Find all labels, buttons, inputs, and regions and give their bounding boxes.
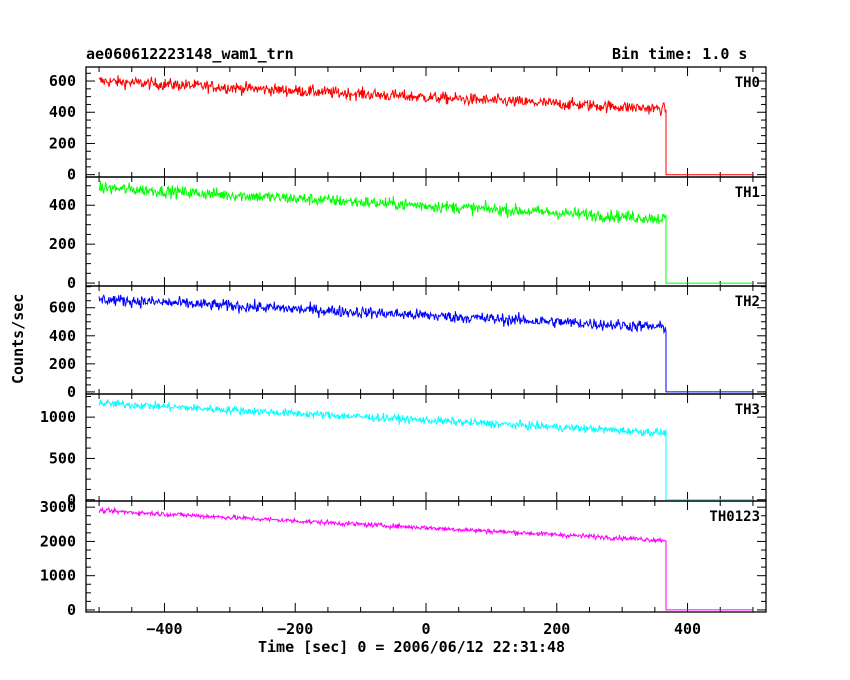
y-tick-label: 500	[49, 449, 76, 467]
y-tick-label: 0	[67, 383, 76, 401]
y-tick-label: 0	[67, 166, 76, 184]
y-tick-label: 400	[49, 327, 76, 345]
series-line-th0	[98, 75, 753, 176]
x-axis-label: Time [sec] 0 = 2006/06/12 22:31:48	[258, 638, 566, 656]
x-tick-label: 400	[674, 620, 701, 638]
series-line-th2	[98, 294, 753, 393]
y-tick-label: 0	[67, 274, 76, 292]
panel-frame-th2	[85, 285, 767, 395]
y-tick-label: 200	[49, 235, 76, 253]
chart-title: ae060612223148_wam1_trn	[86, 45, 294, 63]
y-tick-label: 1000	[40, 567, 76, 585]
panel-frame-th0123	[85, 500, 767, 613]
series-label-th0123: TH0123	[709, 509, 760, 525]
bin-time-label: Bin time: 1.0 s	[612, 45, 748, 63]
x-tick-label: −400	[146, 620, 182, 638]
panel-frame-th3	[85, 393, 767, 502]
y-tick-label: 400	[49, 196, 76, 214]
y-tick-label: 400	[49, 103, 76, 121]
y-tick-label: 200	[49, 355, 76, 373]
series-line-th3	[98, 399, 753, 501]
series-line-th0123	[98, 506, 753, 611]
x-tick-label: 0	[421, 620, 430, 638]
y-tick-label: 1000	[40, 408, 76, 426]
y-tick-label: 3000	[40, 498, 76, 516]
y-tick-label: 0	[67, 601, 76, 619]
series-label-th1: TH1	[735, 185, 760, 201]
series-label-th2: TH2	[735, 294, 760, 310]
y-tick-label: 600	[49, 299, 76, 317]
x-tick-label: 200	[543, 620, 570, 638]
series-label-th3: TH3	[735, 402, 760, 418]
y-tick-label: 600	[49, 72, 76, 90]
series-line-th1	[98, 180, 753, 284]
x-tick-label: −200	[277, 620, 313, 638]
series-label-th0: TH0	[735, 75, 760, 91]
y-tick-label: 2000	[40, 532, 76, 550]
y-tick-label: 0	[67, 491, 76, 509]
y-tick-label: 200	[49, 134, 76, 152]
